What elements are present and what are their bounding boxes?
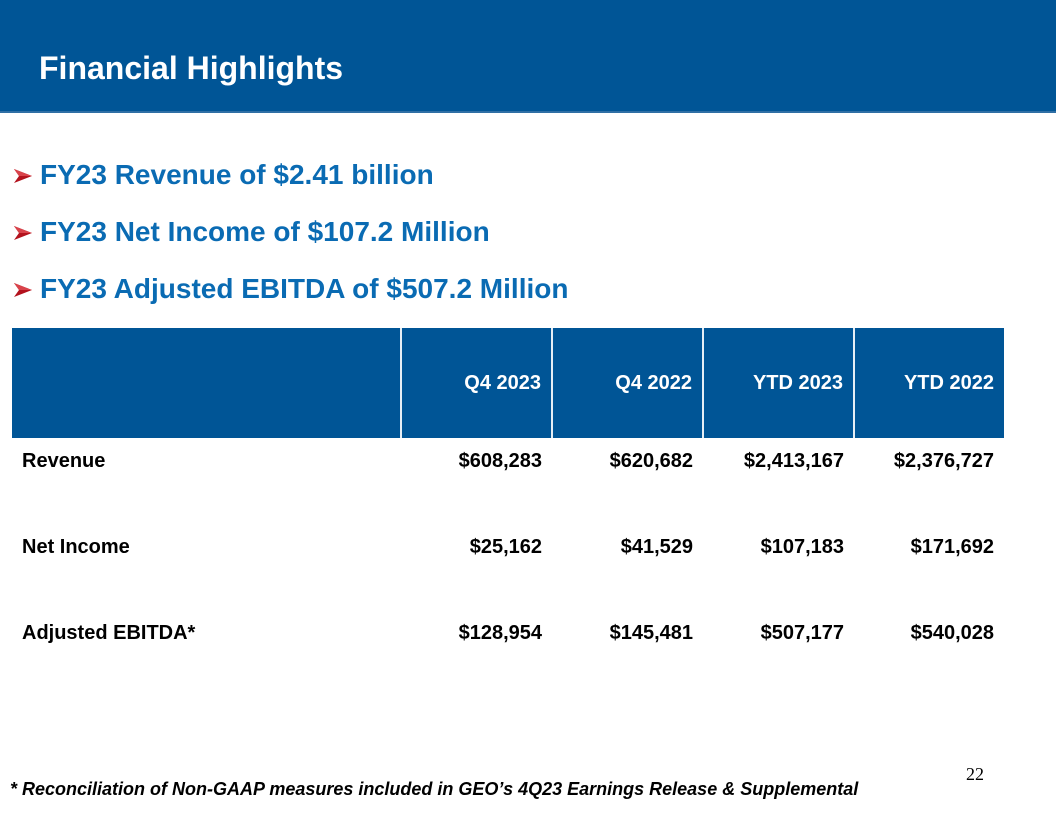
financial-table: Q4 2023 Q4 2022 YTD 2023 YTD 2022 Revenu… — [12, 328, 1004, 696]
table-cell: $41,529 — [620, 536, 693, 558]
column-header-ytd-2023: YTD 2023 — [702, 328, 854, 438]
column-header-q4-2023: Q4 2023 — [400, 328, 552, 438]
table-row: Net Income $25,162 $41,529 $107,183 $171… — [12, 524, 1004, 610]
column-header-label — [12, 328, 401, 438]
table-cell: $128,954 — [458, 622, 542, 644]
table-cell: $25,162 — [469, 536, 542, 558]
table-cell: $540,028 — [910, 622, 994, 644]
table-row: Revenue $608,283 $620,682 $2,413,167 $2,… — [12, 438, 1004, 524]
table-cell: $608,283 — [458, 450, 542, 472]
table-cell: $507,177 — [760, 622, 844, 644]
arrow-bullet-icon — [14, 168, 32, 183]
list-item: FY23 Revenue of $2.41 billion — [14, 146, 568, 203]
highlights-list: FY23 Revenue of $2.41 billion FY23 Net I… — [14, 146, 568, 317]
column-header-q4-2022: Q4 2022 — [551, 328, 703, 438]
table-row: Adjusted EBITDA* $128,954 $145,481 $507,… — [12, 610, 1004, 696]
highlight-text: FY23 Net Income of $107.2 Million — [40, 215, 490, 247]
table-cell: $620,682 — [609, 450, 693, 472]
table-cell: $171,692 — [910, 536, 994, 558]
list-item: FY23 Net Income of $107.2 Million — [14, 203, 568, 260]
table-header-row: Q4 2023 Q4 2022 YTD 2023 YTD 2022 — [12, 328, 1004, 438]
highlight-text: FY23 Adjusted EBITDA of $507.2 Million — [40, 272, 569, 304]
table-cell: $2,413,167 — [743, 450, 844, 472]
footnote: * Reconciliation of Non-GAAP measures in… — [10, 779, 859, 799]
arrow-bullet-icon — [14, 225, 32, 240]
page-number: 22 — [966, 764, 984, 784]
column-header-ytd-2022: YTD 2022 — [853, 328, 1004, 438]
table-cell: $107,183 — [760, 536, 844, 558]
row-label: Net Income — [22, 536, 130, 558]
table-cell: $145,481 — [609, 622, 693, 644]
page-title: Financial Highlights — [39, 50, 344, 86]
row-label: Adjusted EBITDA* — [22, 622, 196, 644]
list-item: FY23 Adjusted EBITDA of $507.2 Million — [14, 260, 568, 317]
title-banner: Financial Highlights — [0, 0, 1056, 113]
highlight-text: FY23 Revenue of $2.41 billion — [40, 158, 434, 190]
table-cell: $2,376,727 — [893, 450, 994, 472]
arrow-bullet-icon — [14, 282, 32, 297]
row-label: Revenue — [22, 450, 106, 472]
